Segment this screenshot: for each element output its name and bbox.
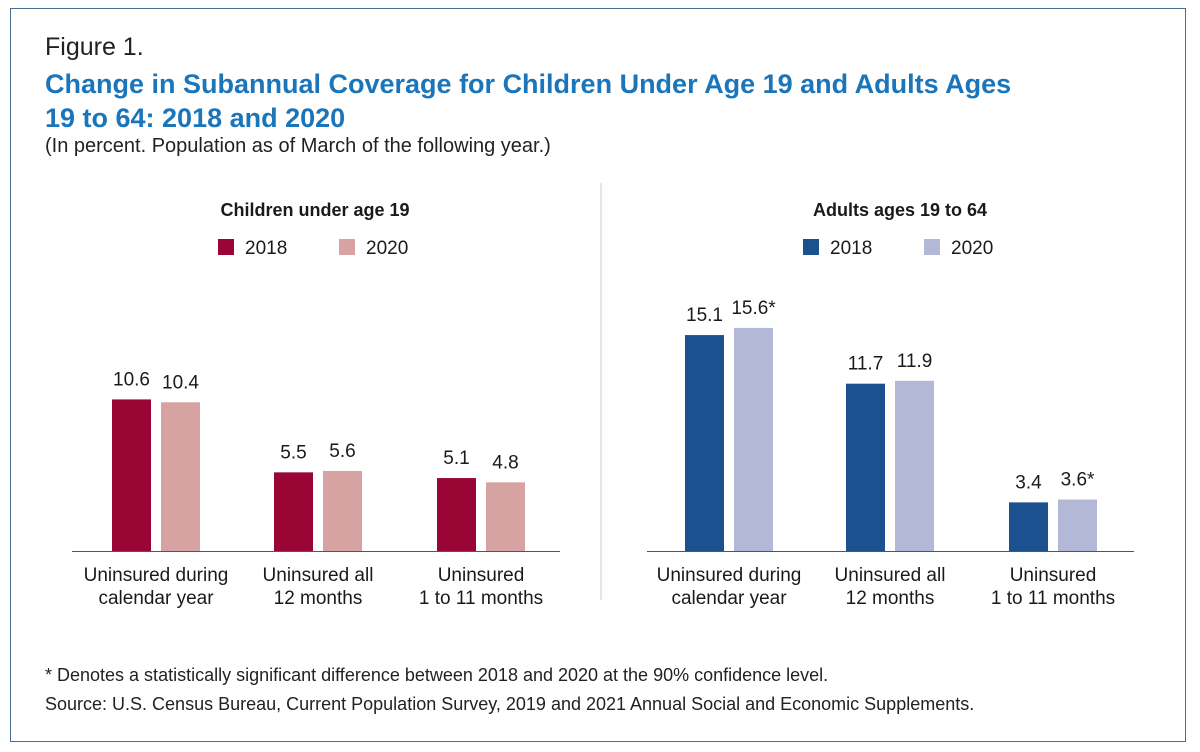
panel2-category-label-1: Uninsured during xyxy=(657,565,802,586)
panel1-value-label-2018-1: 10.6 xyxy=(113,369,150,390)
panel1-legend-swatch-2018 xyxy=(218,239,234,255)
panel1-value-label-2018-3: 5.1 xyxy=(443,448,469,469)
panel1-bar-2018-2 xyxy=(274,472,313,551)
panel2-bar-2018-1 xyxy=(685,335,724,551)
panel2-category-label-3: Uninsured xyxy=(1010,565,1097,586)
panel1-value-label-2020-1: 10.4 xyxy=(162,372,199,393)
panel1-bar-2020-2 xyxy=(323,470,362,551)
panel1-value-label-2020-3: 4.8 xyxy=(492,452,518,473)
panel2-title: Adults ages 19 to 64 xyxy=(813,200,987,220)
panel1-category-label-1: Uninsured during xyxy=(84,565,229,586)
panel1-title: Children under age 19 xyxy=(220,200,409,220)
panel1-bar-2020-3 xyxy=(486,482,525,551)
panel2-legend-label-2018: 2018 xyxy=(830,238,872,259)
footnote: * Denotes a statistically significant di… xyxy=(45,665,829,685)
figure-label: Figure 1. xyxy=(45,33,144,61)
panel2-value-label-2018-2: 11.7 xyxy=(848,354,884,375)
panel2-category-label-1: calendar year xyxy=(671,588,787,609)
panel1-legend-swatch-2020 xyxy=(339,239,355,255)
panel2-value-label-2018-1: 15.1 xyxy=(686,305,723,326)
panel1-legend-label-2018: 2018 xyxy=(245,238,287,259)
panel1-category-label-3: Uninsured xyxy=(438,565,525,586)
panel1-category-label-2: Uninsured all xyxy=(263,565,374,586)
panel2-bar-2018-3 xyxy=(1009,502,1048,551)
panel2-value-label-2018-3: 3.4 xyxy=(1015,472,1042,493)
panel2-value-label-2020-3: 3.6* xyxy=(1061,470,1095,491)
panel2-category-label-2: Uninsured all xyxy=(835,565,946,586)
panel2-bar-2018-2 xyxy=(846,383,885,551)
source-note: Source: U.S. Census Bureau, Current Popu… xyxy=(45,694,975,714)
panel1-bar-2018-3 xyxy=(437,478,476,551)
panel2-bar-2020-2 xyxy=(895,380,934,551)
panel1-category-label-2: 12 months xyxy=(274,588,363,609)
panel1-value-label-2020-2: 5.6 xyxy=(329,441,355,462)
panel1-bar-2018-1 xyxy=(112,399,151,551)
panel2-legend-swatch-2018 xyxy=(803,239,819,255)
panel2-value-label-2020-2: 11.9 xyxy=(897,351,933,372)
panel2-category-label-2: 12 months xyxy=(846,588,935,609)
chart-title: Change in Subannual Coverage for Childre… xyxy=(45,69,1012,133)
panel2-value-label-2020-1: 15.6* xyxy=(731,298,776,319)
panel2-legend-swatch-2020 xyxy=(924,239,940,255)
panel2-bar-2020-3 xyxy=(1058,499,1097,551)
panel2-legend-label-2020: 2020 xyxy=(951,238,993,259)
panel1-value-label-2018-2: 5.5 xyxy=(280,442,306,463)
panel1-category-label-3: 1 to 11 months xyxy=(419,588,543,609)
panel1-bar-2020-1 xyxy=(161,402,200,551)
panel2-bar-2020-1 xyxy=(734,327,773,551)
panel2-category-label-3: 1 to 11 months xyxy=(991,588,1115,609)
panel1-category-label-1: calendar year xyxy=(98,588,214,609)
figure-frame xyxy=(10,8,1186,742)
panel1-legend-label-2020: 2020 xyxy=(366,238,408,259)
chart-subtitle: (In percent. Population as of March of t… xyxy=(45,135,551,157)
